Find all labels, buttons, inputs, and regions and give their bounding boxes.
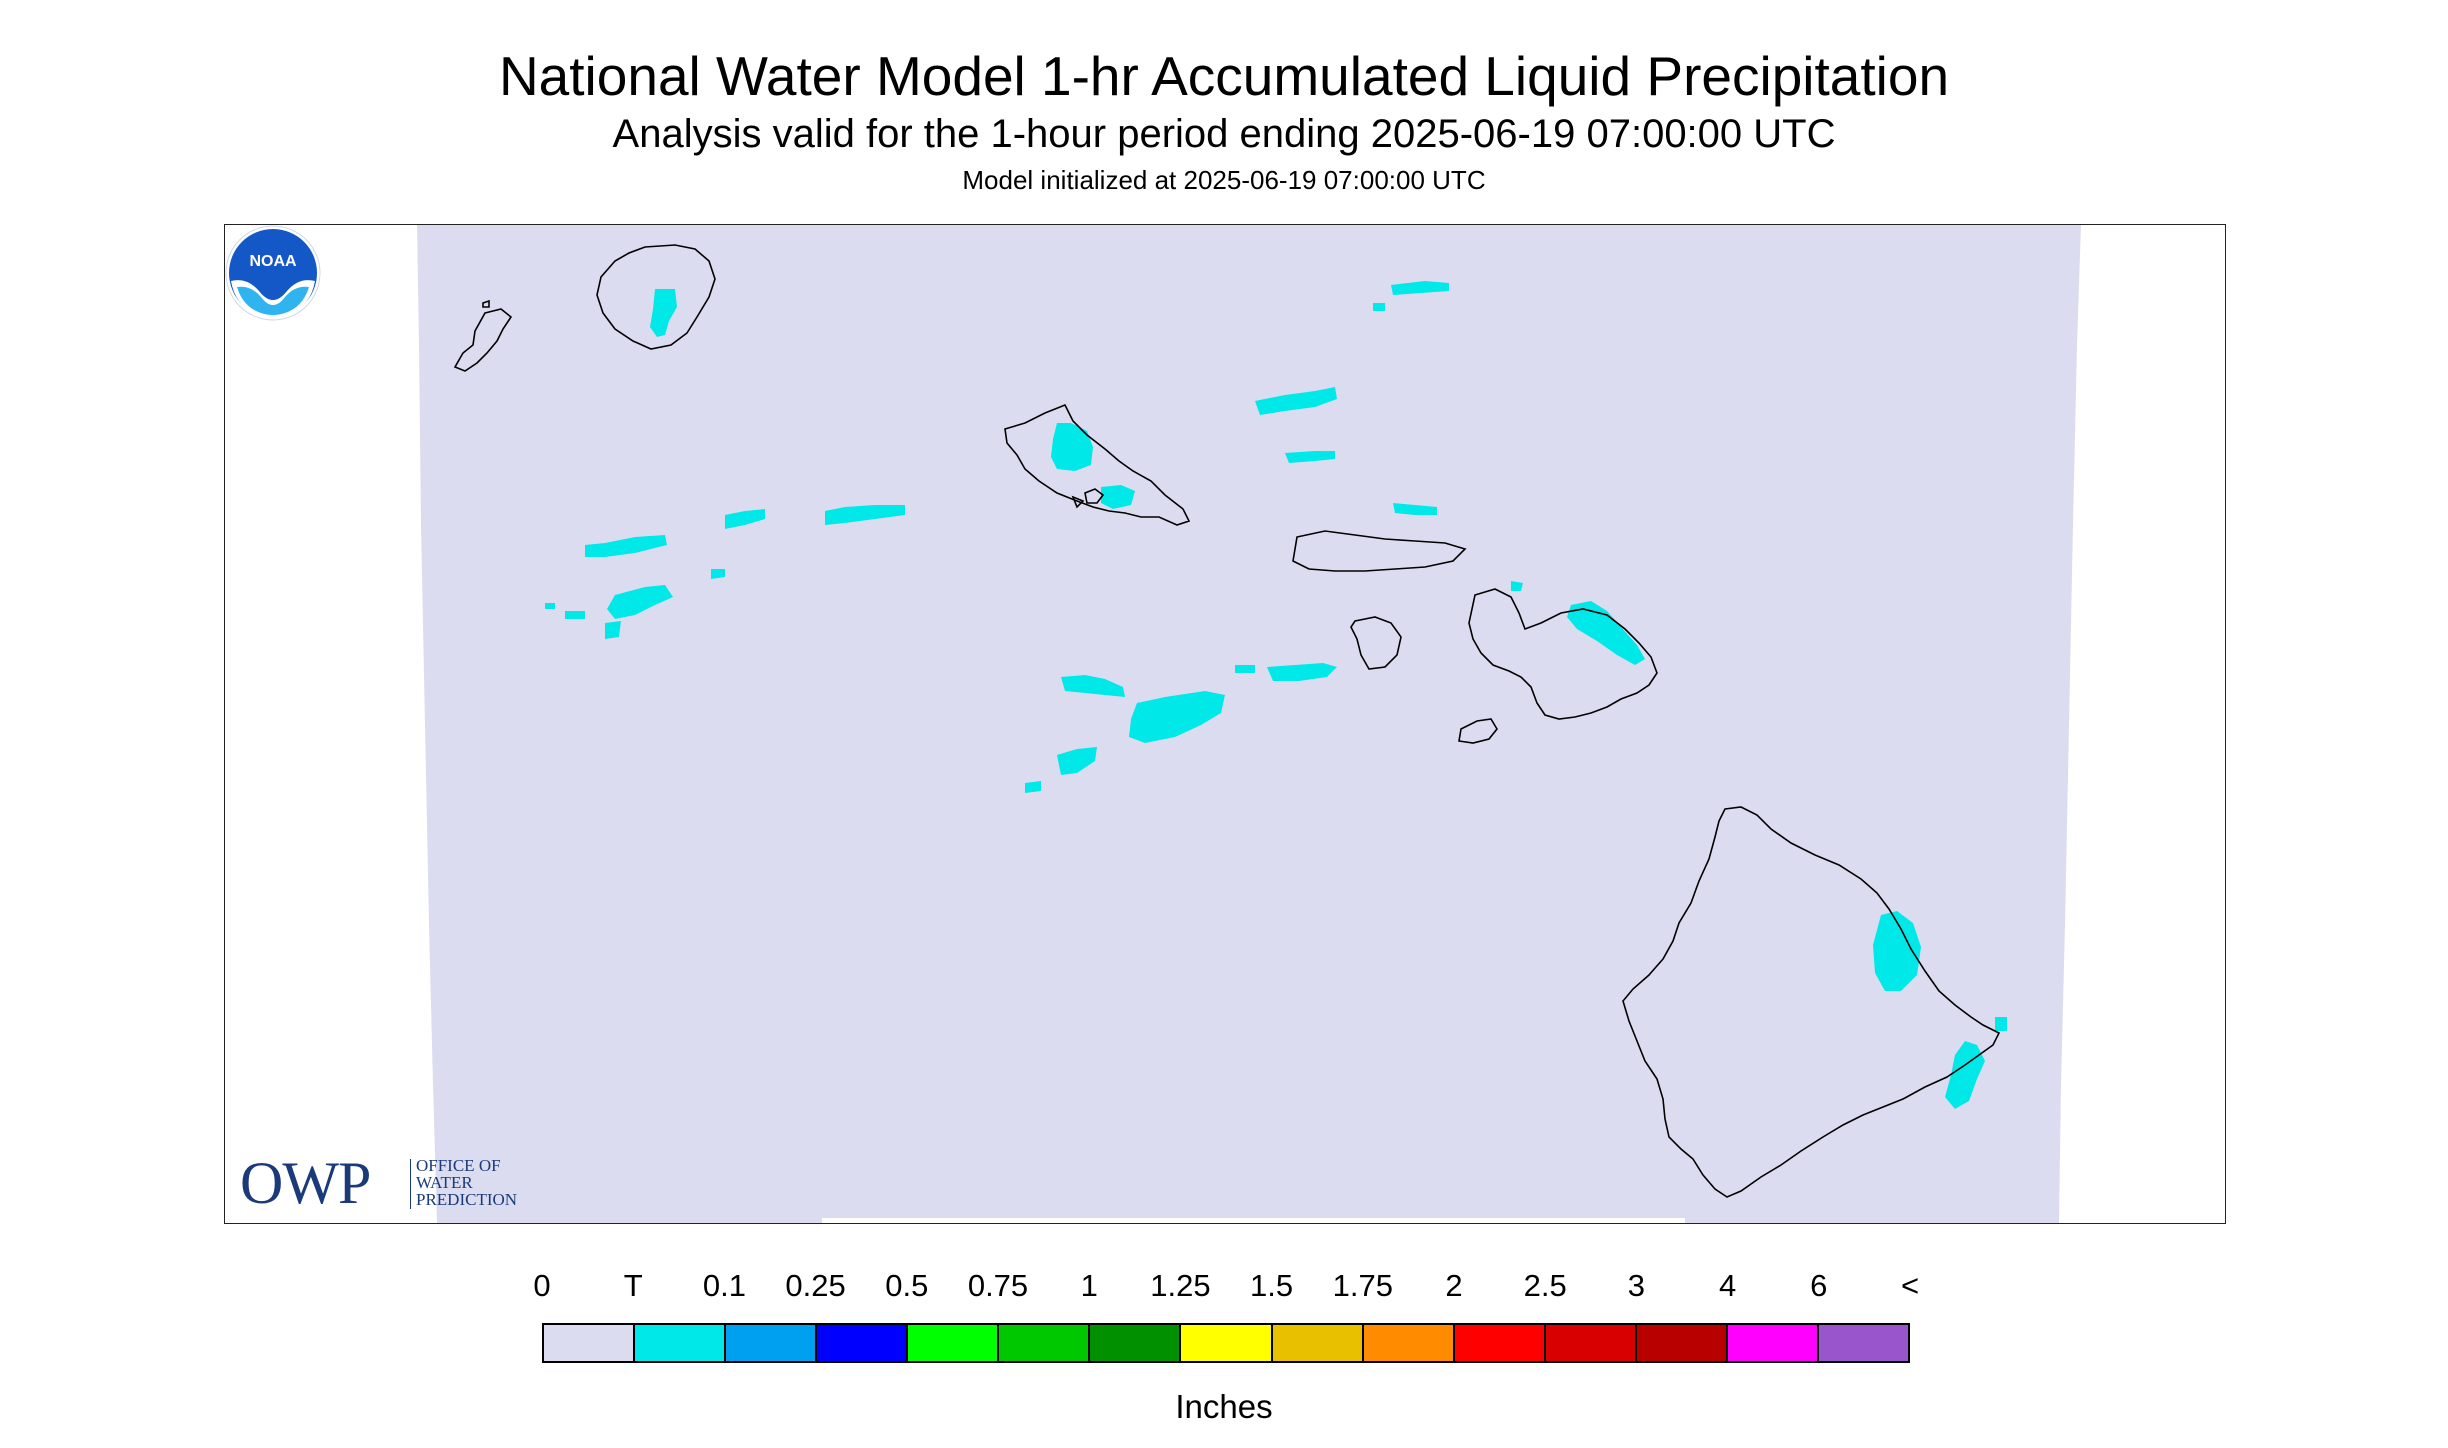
precip-maui xyxy=(1567,601,1645,665)
legend-label: 1.25 xyxy=(1150,1268,1211,1303)
owp-logo: OWP OFFICE OF WATER PREDICTION xyxy=(240,1153,560,1213)
legend-swatch xyxy=(1363,1325,1455,1361)
coast-molokai xyxy=(1292,530,1467,572)
precip-nw-4 xyxy=(725,509,765,529)
precip-central-1 xyxy=(1061,675,1125,697)
owp-logo-text: OWP xyxy=(240,1150,371,1216)
legend-swatch xyxy=(1090,1325,1182,1361)
precip-bigisland-3 xyxy=(1995,1017,2007,1031)
legend-swatch xyxy=(1272,1325,1364,1361)
legend-label: 4 xyxy=(1718,1268,1737,1303)
precip-ne-4 xyxy=(1373,303,1385,311)
legend-swatch xyxy=(817,1325,909,1361)
coast-hawaii xyxy=(1622,806,2001,1198)
precip-nw-8 xyxy=(565,611,585,619)
legend-swatch xyxy=(1545,1325,1637,1361)
legend-label: 6 xyxy=(1810,1268,1828,1303)
coastlines xyxy=(453,244,2001,1198)
precip-nw-1 xyxy=(585,535,667,557)
legend-swatch xyxy=(1818,1325,1908,1361)
legend-swatch xyxy=(1636,1325,1728,1361)
legend-label: 0.1 xyxy=(702,1268,746,1303)
legend-label: 0.75 xyxy=(967,1268,1029,1303)
legend-label: < xyxy=(1900,1268,1920,1303)
precip-nw-7 xyxy=(545,603,555,609)
precipitation-map: OWP OFFICE OF WATER PREDICTION NOAA xyxy=(224,224,2226,1224)
coast-maui xyxy=(1468,588,1658,720)
coast-lanai xyxy=(1350,616,1402,670)
legend-swatch xyxy=(1727,1325,1819,1361)
map-canvas xyxy=(417,225,2081,1223)
legend-label: 1.75 xyxy=(1332,1268,1393,1303)
coast-oahu xyxy=(1004,403,1191,526)
coast-pearl-harbor xyxy=(1071,488,1105,509)
precip-nw-2 xyxy=(607,585,673,619)
model-init-time: Model initialized at 2025-06-19 07:00:00… xyxy=(962,165,1486,195)
precip-ne-1 xyxy=(1255,387,1337,415)
model-domain xyxy=(417,225,2081,1223)
legend-swatch xyxy=(544,1325,636,1361)
owp-line-1: OFFICE OF xyxy=(416,1156,501,1175)
legend-colorbar xyxy=(542,1323,1910,1363)
legend-swatch xyxy=(908,1325,1000,1361)
legend-label: 1.5 xyxy=(1250,1268,1294,1303)
legend-labels: 0 T 0.1 0.25 0.5 0.75 1 1.25 1.5 1.75 2 2.5 3 4 6 < xyxy=(0,1268,2448,1308)
coast-kauai xyxy=(596,244,716,350)
precip-ne-2 xyxy=(1285,451,1335,463)
legend-label: T xyxy=(623,1268,643,1303)
coast-lehua xyxy=(482,299,490,308)
precip-oahu-2 xyxy=(1101,485,1135,509)
legend-label: 1 xyxy=(1080,1268,1098,1303)
chart-title: National Water Model 1-hr Accumulated Li… xyxy=(498,45,1950,107)
legend-units: Inches xyxy=(1175,1388,1273,1425)
coast-niihau xyxy=(453,308,513,372)
legend-label: 3 xyxy=(1627,1268,1646,1303)
precip-ne-3 xyxy=(1391,281,1449,295)
precip-central-2 xyxy=(1129,691,1225,743)
owp-logo-divider xyxy=(410,1159,411,1209)
precip-nw-3 xyxy=(605,621,621,639)
owp-line-3: PREDICTION xyxy=(416,1190,518,1209)
owp-line-2: WATER xyxy=(416,1173,473,1192)
legend-label: 0.25 xyxy=(785,1268,846,1303)
precip-central-5 xyxy=(1057,747,1097,775)
legend-label: 0 xyxy=(533,1268,551,1303)
precip-trace-areas xyxy=(545,281,2007,1109)
legend-swatch xyxy=(726,1325,818,1361)
precip-nw-6 xyxy=(711,569,725,579)
noaa-logo-text: NOAA xyxy=(249,253,297,270)
legend-label: 2 xyxy=(1445,1268,1463,1303)
precip-oahu-1 xyxy=(1051,423,1093,471)
legend-swatch xyxy=(1181,1325,1273,1361)
owp-logo-subtext: OFFICE OF WATER PREDICTION xyxy=(416,1157,517,1208)
precip-molokai-n xyxy=(1511,581,1523,591)
precip-nw-5 xyxy=(825,505,905,525)
chart-subtitle: Analysis valid for the 1-hour period end… xyxy=(612,112,1836,156)
legend-swatch xyxy=(635,1325,727,1361)
precip-central-3 xyxy=(1267,663,1337,681)
legend-swatch xyxy=(1454,1325,1546,1361)
precip-ne-5 xyxy=(1393,503,1437,515)
coast-kahoolawe xyxy=(1458,718,1498,744)
legend-swatch xyxy=(999,1325,1091,1361)
precip-central-4 xyxy=(1235,665,1255,673)
precip-bigisland-1 xyxy=(1873,911,1921,991)
legend-label: 2.5 xyxy=(1523,1268,1567,1303)
noaa-logo: NOAA xyxy=(225,225,321,321)
precip-kauai xyxy=(650,289,677,337)
legend-label: 0.5 xyxy=(885,1268,929,1303)
precip-central-6 xyxy=(1025,781,1041,793)
